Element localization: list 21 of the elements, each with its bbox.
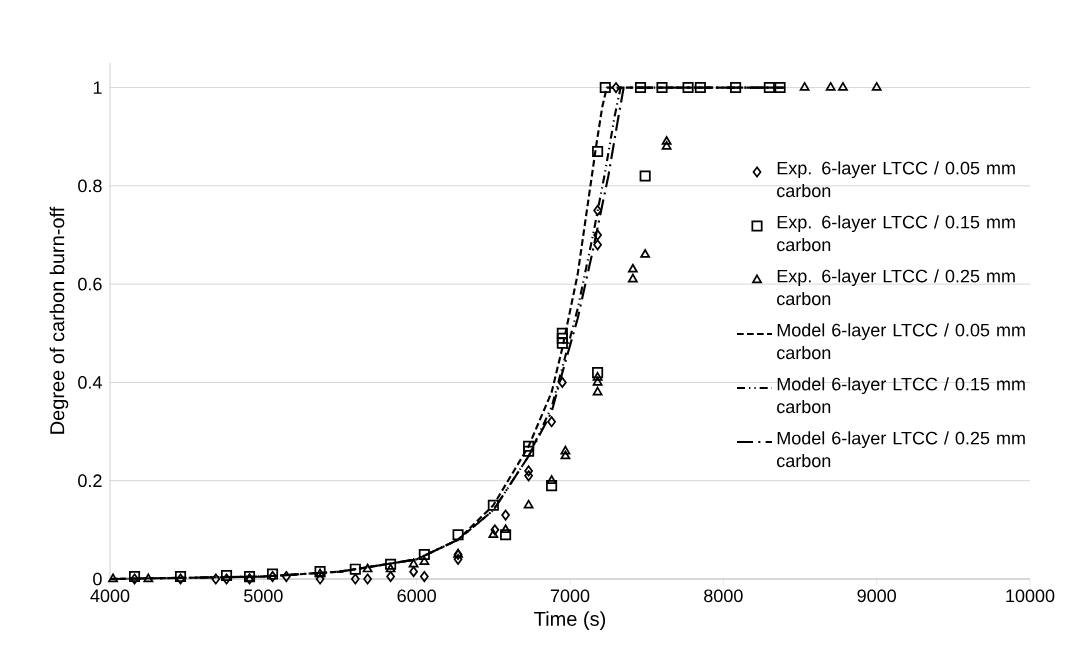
y-tick-label: 0.8 [78, 179, 102, 193]
legend-label: Exp. 6-layer LTCC / 0.25 mm carbon [777, 269, 1015, 306]
legend-label: Model 6-layer LTCC / 0.25 mm carbon [777, 431, 1025, 468]
y-tick-label: 0 [93, 572, 102, 586]
y-tick-label: 0.6 [78, 277, 102, 291]
y-tick-label: 1 [93, 81, 102, 94]
y-axis-title: Degree of carbon burn-off [49, 206, 69, 434]
legend-label: Exp. 6-layer LTCC / 0.05 mm carbon [777, 161, 1015, 198]
legend-label: Model 6-layer LTCC / 0.15 mm carbon [777, 377, 1025, 414]
x-tick-label: 8000 [704, 589, 743, 603]
x-tick-label: 9000 [857, 589, 896, 603]
x-tick-label: 10000 [1006, 589, 1055, 603]
x-tick-label: 6000 [397, 589, 436, 603]
x-tick-label: 5000 [244, 589, 283, 603]
legend-label: Model 6-layer LTCC / 0.05 mm carbon [777, 323, 1025, 360]
y-tick-label: 0.2 [78, 474, 102, 488]
y-tick-label: 0.4 [78, 376, 102, 389]
x-tick-label: 4000 [90, 589, 130, 603]
x-tick-label: 7000 [550, 589, 590, 603]
legend-label: Exp. 6-layer LTCC / 0.15 mm carbon [777, 215, 1015, 252]
x-axis-title: Time (s) [534, 611, 606, 630]
